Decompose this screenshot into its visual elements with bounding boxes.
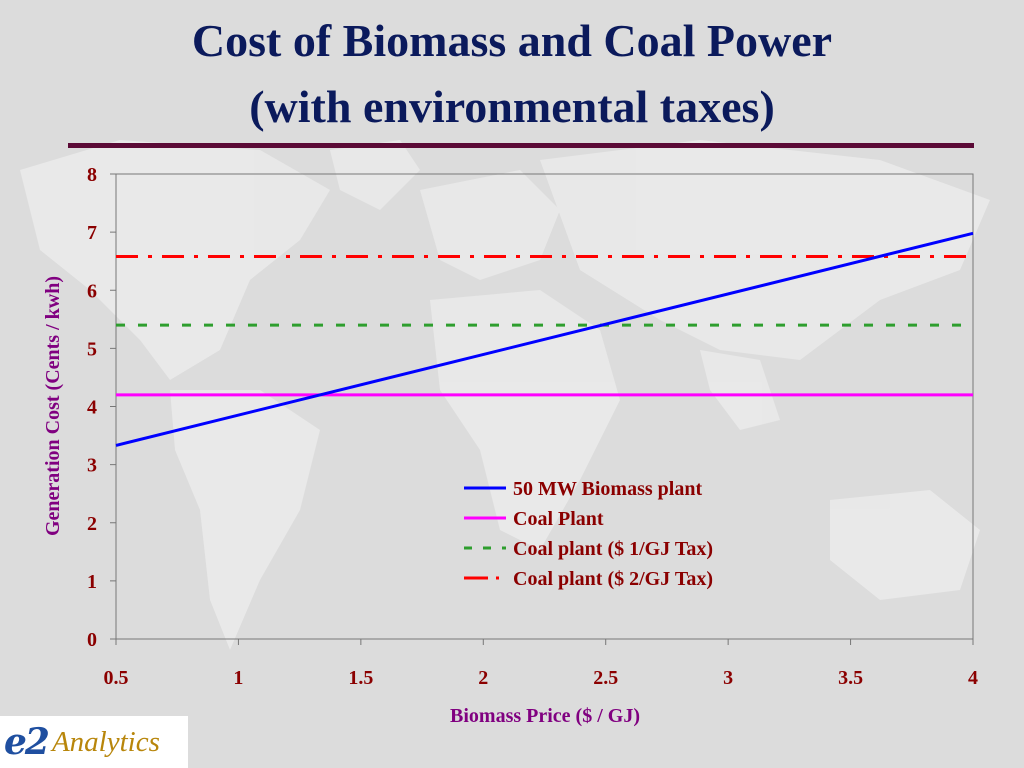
legend-label: Coal plant ($ 2/GJ Tax): [513, 568, 713, 590]
line-chart: 0 1 2 3 4 5 6 7 8 0.5 1 1.5 2 2.5 3 3.5 4 Generation Co…: [42, 164, 978, 727]
world-map-background: [20, 140, 990, 650]
x-tick-label: 0.5: [104, 667, 129, 689]
x-tick-label: 2.5: [593, 667, 618, 689]
series-line-1: [115, 231, 974, 447]
x-axis: 0.5 1 1.5 2 2.5 3 3.5 4: [104, 639, 978, 689]
y-tick-label: 7: [87, 222, 97, 244]
y-tick-label: 0: [87, 629, 97, 651]
y-tick-label: 4: [87, 397, 97, 419]
y-tick-label: 6: [87, 280, 97, 302]
y-tick-label: 2: [87, 513, 97, 535]
logo-mark: e2: [4, 721, 50, 763]
legend-label: Coal Plant: [513, 508, 604, 530]
x-tick-label: 3: [723, 667, 733, 689]
x-tick-label: 1.5: [348, 667, 373, 689]
series-layer: [115, 231, 974, 447]
y-tick-label: 1: [87, 571, 97, 593]
x-tick-label: 1: [233, 667, 243, 689]
y-axis-label: Generation Cost (Cents / kwh): [42, 276, 64, 536]
slide-title-line-1: Cost of Biomass and Coal Power: [191, 15, 833, 66]
x-axis-label: Biomass Price ($ / GJ): [450, 705, 640, 727]
logo-text: Analytics: [51, 725, 160, 758]
y-tick-label: 5: [87, 338, 97, 360]
slide-title-line-2: (with environmental taxes): [249, 81, 775, 132]
legend-label: 50 MW Biomass plant: [513, 478, 702, 500]
y-tick-label: 3: [87, 455, 97, 477]
y-tick-label: 8: [87, 164, 97, 186]
legend-label: Coal plant ($ 1/GJ Tax): [513, 538, 713, 560]
x-tick-label: 2: [478, 667, 488, 689]
chart-legend: 50 MW Biomass plant Coal Plant Coal plant …: [464, 478, 713, 590]
x-tick-label: 4: [968, 667, 978, 689]
y-axis: 0 1 2 3 4 5 6 7 8: [87, 164, 116, 651]
title-divider: [68, 143, 974, 148]
x-tick-label: 3.5: [838, 667, 863, 689]
e2-analytics-logo: e2 Analytics: [0, 716, 188, 768]
